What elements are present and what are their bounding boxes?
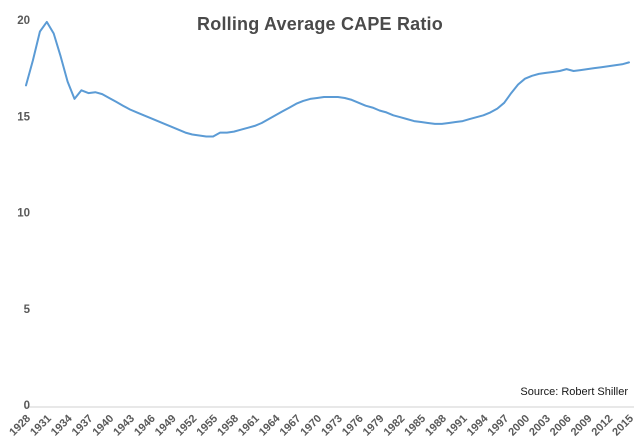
x-tick-label: 1991 (444, 413, 470, 439)
x-tick-label: 2009 (569, 413, 595, 439)
x-tick-label: 1961 (236, 413, 262, 439)
x-tick-label: 1982 (382, 413, 408, 439)
x-tick-label: 1943 (111, 413, 137, 439)
x-tick-label: 2015 (610, 413, 636, 439)
x-tick-label: 1940 (90, 413, 116, 439)
x-tick-label: 1952 (174, 413, 200, 439)
x-tick-label: 1949 (153, 413, 179, 439)
y-tick-label: 20 (17, 15, 30, 27)
x-tick-label: 1937 (70, 413, 96, 439)
y-tick-label: 15 (17, 111, 30, 123)
x-tick-label: 1994 (465, 412, 491, 438)
x-tick-label: 1979 (361, 413, 387, 439)
x-tick-label: 1976 (340, 413, 366, 439)
y-axis-labels: 0 5 10 15 20 (17, 15, 30, 412)
x-tick-label: 2003 (527, 413, 553, 439)
x-tick-label: 1931 (28, 413, 54, 439)
x-tick-label: 1967 (278, 413, 304, 439)
x-tick-label: 2006 (548, 413, 574, 439)
cape-line-series (25, 20, 630, 138)
x-tick-label: 1958 (215, 413, 241, 439)
y-tick-label: 10 (17, 208, 30, 220)
x-tick-label: 1964 (257, 412, 283, 438)
y-tick-label: 5 (24, 304, 31, 316)
x-tick-label: 2012 (590, 413, 616, 439)
x-tick-label: 1928 (7, 413, 33, 439)
chart-title: Rolling Average CAPE Ratio (197, 14, 443, 34)
x-tick-label: 1997 (486, 413, 512, 439)
y-tick-label: 0 (24, 400, 30, 412)
x-tick-label: 1970 (298, 413, 324, 439)
source-label: Source: Robert Shiller (520, 386, 628, 398)
x-tick-label: 2000 (506, 413, 532, 439)
x-axis-labels: 1928193119341937194019431946194919521955… (7, 412, 636, 438)
x-tick-label: 1934 (49, 412, 75, 438)
x-tick-label: 1973 (319, 413, 345, 439)
x-tick-label: 1946 (132, 413, 158, 439)
x-tick-label: 1985 (402, 413, 428, 439)
x-tick-label: 1955 (194, 413, 220, 439)
x-tick-label: 1988 (423, 413, 449, 439)
